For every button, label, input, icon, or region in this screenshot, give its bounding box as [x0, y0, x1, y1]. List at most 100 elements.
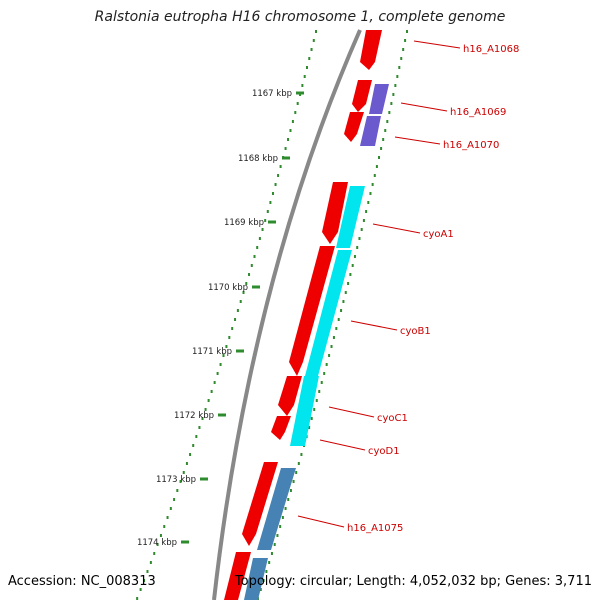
inner-ring-dot: [273, 543, 276, 546]
inner-ring-dot: [295, 471, 298, 474]
outer-ring-dot: [305, 66, 308, 69]
gene-arrow-h16_A1069[interactable]: [369, 84, 389, 114]
outer-ring-dot: [198, 426, 201, 429]
outer-ring-dot: [248, 273, 251, 276]
ruler-tick-label: 1172 kbp: [174, 411, 214, 421]
inner-ring-dot: [406, 30, 408, 33]
gene-arrow-partial-red[interactable]: [224, 552, 251, 600]
inner-ring-dot: [390, 102, 393, 105]
inner-ring-dot: [386, 120, 389, 123]
gene-leader-line: [372, 223, 421, 234]
gene-arrow-cyoA1-red[interactable]: [322, 182, 348, 244]
gene-label[interactable]: cyoC1: [377, 413, 408, 424]
outer-ring-dot: [250, 264, 253, 267]
inner-tick-ring: [256, 30, 408, 600]
outer-ring-dot: [222, 354, 225, 357]
label-leaders: [297, 40, 461, 528]
gene-arrow-cyoA1[interactable]: [336, 186, 365, 248]
outer-ring-dot: [210, 390, 213, 393]
gene-label[interactable]: cyoB1: [400, 326, 431, 337]
inner-ring-dot: [318, 390, 321, 393]
inner-ring-dot: [287, 498, 290, 501]
outer-ring-dot: [239, 300, 242, 303]
inner-ring-dot: [270, 552, 273, 555]
inner-ring-dot: [394, 84, 397, 87]
outer-ring-dot: [213, 381, 216, 384]
inner-ring-dot: [388, 111, 391, 114]
kbp-ruler: 1167 kbp 1168 kbp 1169 kbp 1170 kbp 1171 kbp…: [137, 89, 304, 548]
inner-ring-dot: [276, 534, 279, 537]
outer-ring-dot: [277, 174, 280, 177]
gene-leader-line: [350, 320, 398, 331]
gene-label[interactable]: h16_A1070: [443, 140, 499, 151]
outer-ring-dot: [195, 435, 198, 438]
gene-label[interactable]: h16_A1068: [463, 44, 519, 55]
inner-ring-dot: [373, 174, 376, 177]
inner-ring-dot: [259, 588, 262, 591]
inner-ring-dot: [292, 480, 295, 483]
gene-label[interactable]: h16_A1069: [450, 107, 506, 118]
outer-ring-dot: [303, 75, 306, 78]
inner-ring-dot: [325, 363, 328, 366]
gene-arrow-cyoB1[interactable]: [305, 250, 352, 376]
outer-ring-dot: [185, 462, 188, 465]
gene-arrow-cyoC1-red[interactable]: [278, 376, 302, 416]
gene-label[interactable]: h16_A1075: [347, 523, 403, 534]
outer-ring-dot: [308, 57, 311, 60]
outer-ring-dot: [310, 48, 313, 51]
outer-ring-dot: [256, 246, 259, 249]
gene-label[interactable]: cyoD1: [368, 446, 400, 457]
chromosome-backbone: [212, 29, 362, 600]
outer-ring-dot: [225, 345, 228, 348]
gene-leader-line: [400, 102, 448, 112]
gene-leader-line: [328, 406, 375, 418]
ruler-tick-label: 1174 kbp: [137, 538, 177, 548]
gene-arrow-h16_A1075[interactable]: [257, 468, 296, 550]
inner-ring-dot: [404, 39, 407, 42]
gene-leader-line: [319, 439, 366, 451]
gene-arrow-cyoC1[interactable]: [290, 376, 319, 446]
inner-ring-dot: [382, 138, 385, 141]
ruler-tick: [282, 156, 290, 160]
outer-ring-dot: [219, 363, 222, 366]
outer-ring-dot: [182, 471, 185, 474]
inner-ring-dot: [344, 291, 347, 294]
outer-ring-dot: [234, 318, 237, 321]
inner-ring-dot: [396, 75, 399, 78]
inner-ring-dot: [365, 210, 368, 213]
gene-arrow-h16_A1070-red[interactable]: [344, 112, 364, 142]
gene-arrow-h16_A1069-red[interactable]: [352, 80, 372, 112]
outer-ring-dot: [301, 84, 304, 87]
inner-ring-dot: [360, 228, 363, 231]
gene-arrow-partial-blue[interactable]: [244, 558, 268, 600]
outer-ring-dot: [207, 399, 210, 402]
inner-ring-dot: [367, 201, 370, 204]
gene-arrow-h16_A1068[interactable]: [360, 30, 382, 70]
outer-ring-dot: [153, 552, 156, 555]
inner-ring-dot: [268, 561, 271, 564]
outer-ring-dot: [261, 228, 264, 231]
gene-arrow-h16_A1070[interactable]: [360, 116, 381, 146]
inner-ring-dot: [369, 192, 372, 195]
inner-ring-dot: [265, 570, 268, 573]
inner-ring-dot: [402, 48, 405, 51]
outer-ring-dot: [204, 408, 207, 411]
outer-ring-dot: [216, 372, 219, 375]
gene-label[interactable]: cyoA1: [423, 229, 454, 240]
outer-tick-ring: [136, 30, 317, 600]
outer-ring-dot: [236, 309, 239, 312]
ruler-tick: [200, 477, 208, 481]
outer-ring-dot: [296, 102, 299, 105]
ruler-tick-label: 1167 kbp: [252, 89, 292, 99]
accession-text: Accession: NC_008313: [8, 574, 156, 589]
outer-ring-dot: [271, 192, 274, 195]
inner-ring-dot: [378, 156, 381, 159]
outer-ring-dot: [279, 165, 282, 168]
gene-arrow-cyoB1-red[interactable]: [289, 246, 335, 376]
topology-text: Topology: circular; Length: 4,052,032 bp…: [234, 574, 592, 589]
gene-arrow-h16_A1075-red[interactable]: [242, 462, 278, 546]
inner-ring-dot: [340, 309, 343, 312]
outer-ring-dot: [228, 336, 231, 339]
inner-ring-dot: [347, 282, 350, 285]
gene-arrow-cyoD1-red[interactable]: [271, 416, 291, 440]
